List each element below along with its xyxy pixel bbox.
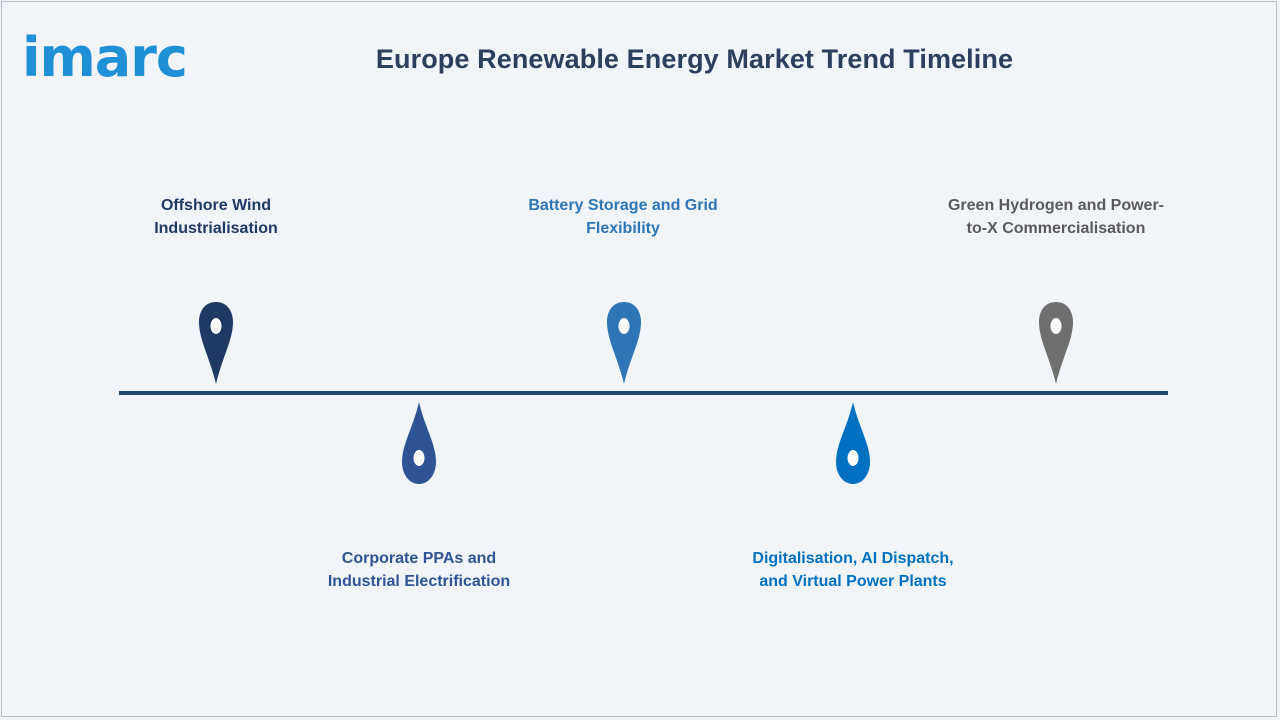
milestone-label-corporate-ppas: Corporate PPAs and Industrial Electrific… bbox=[327, 550, 511, 590]
milestone-label-digitalisation: Digitalisation, AI Dispatch, and Virtual… bbox=[752, 550, 954, 590]
map-pin-icon bbox=[1039, 302, 1073, 384]
pin-shape bbox=[836, 402, 870, 484]
map-pin-icon bbox=[607, 302, 641, 384]
page-title: Europe Renewable Energy Market Trend Tim… bbox=[375, 44, 1014, 74]
map-pin-icon bbox=[199, 302, 233, 384]
svg-text:imarc: imarc bbox=[22, 26, 187, 84]
timeline-line bbox=[119, 391, 1168, 395]
droplet-pin-icon bbox=[836, 402, 870, 484]
milestone-label-offshore-wind: Offshore Wind Industrialisation bbox=[154, 197, 278, 237]
droplet-pin-icon bbox=[402, 402, 436, 484]
pin-shape bbox=[607, 302, 641, 384]
pin-shape bbox=[402, 402, 436, 484]
pin-shape bbox=[1039, 302, 1073, 384]
milestone-label-battery-storage: Battery Storage and Grid Flexibility bbox=[528, 197, 718, 237]
milestone-label-green-hydrogen: Green Hydrogen and Power- to-X Commercia… bbox=[947, 197, 1165, 237]
pin-shape bbox=[199, 302, 233, 384]
imarc-logo: imarc bbox=[22, 26, 188, 84]
